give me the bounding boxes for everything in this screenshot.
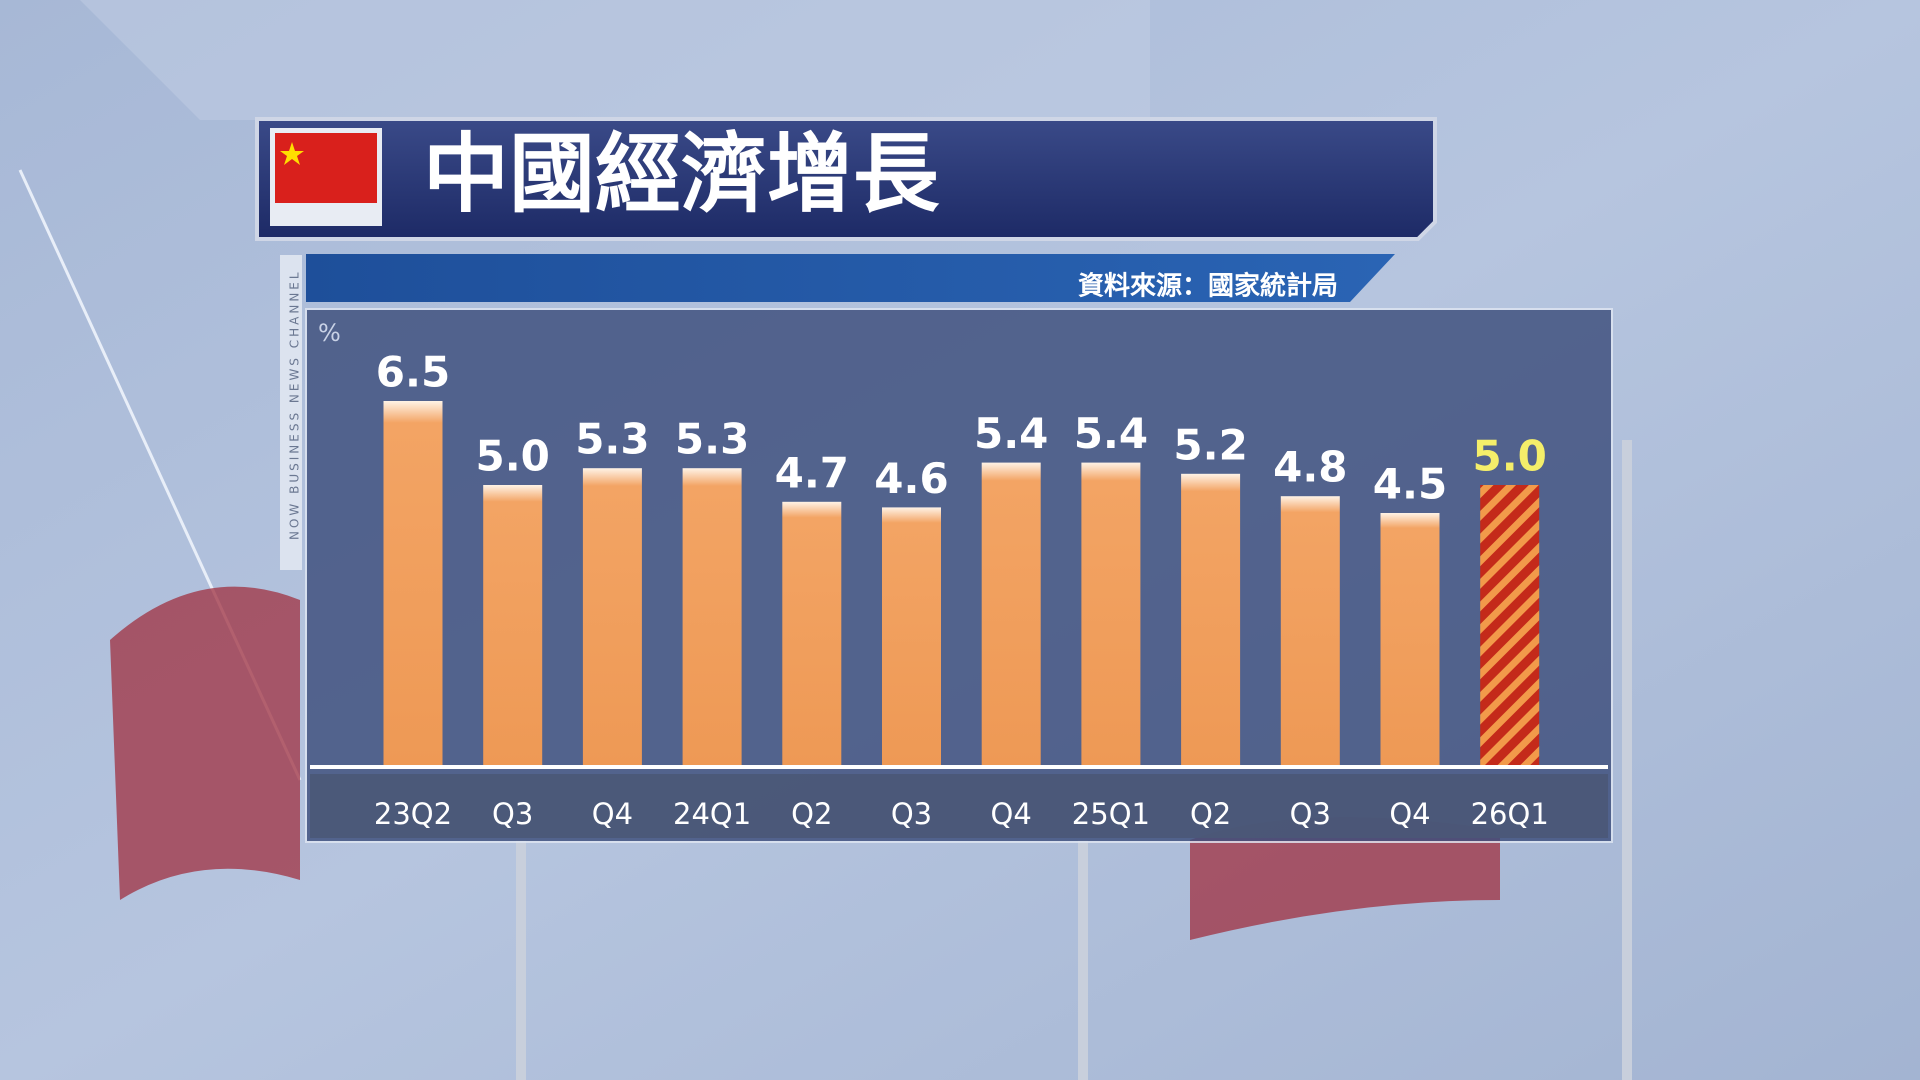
value-label: 5.0	[1472, 432, 1546, 481]
value-label: 4.6	[874, 454, 948, 503]
bar	[582, 468, 642, 765]
bar	[682, 468, 742, 765]
channel: NOW BUSINESS NEWS CHANNEL	[288, 269, 302, 540]
x-tick-label: Q4	[991, 797, 1032, 831]
x-tick-label: Q3	[1290, 797, 1331, 831]
bar	[1181, 473, 1241, 765]
value-label: 4.5	[1373, 460, 1447, 509]
chart-title: 中國經濟增長	[423, 124, 940, 224]
value-label: 4.7	[775, 448, 849, 497]
axis-band	[310, 774, 1608, 838]
x-tick-label: 25Q1	[1072, 797, 1150, 831]
value-label: 5.4	[1074, 409, 1148, 458]
bar	[1480, 485, 1540, 765]
value-label: 6.5	[376, 348, 450, 397]
flag-star	[280, 142, 304, 165]
x-tick-label: Q4	[592, 797, 633, 831]
value-label: 5.3	[575, 415, 649, 464]
bar	[882, 507, 941, 765]
x-tick-label: Q4	[1389, 797, 1430, 831]
pole	[1622, 440, 1632, 1080]
title-banner	[255, 117, 1437, 241]
x-tick-label: Q3	[492, 797, 533, 831]
x-tick-label: Q2	[1190, 797, 1231, 831]
x-tick-label: Q2	[791, 797, 832, 831]
pole	[1078, 840, 1088, 1080]
bar	[1081, 462, 1141, 765]
bar	[981, 462, 1041, 765]
x-tick-label: Q3	[891, 797, 932, 831]
value-label: 5.2	[1173, 420, 1247, 469]
x-tick-label: 24Q1	[673, 797, 751, 831]
x-tick-label: 26Q1	[1471, 797, 1549, 831]
unit: %	[318, 319, 341, 347]
source: 資料來源：國家統計局	[1078, 271, 1338, 302]
value-label: 4.8	[1273, 443, 1347, 492]
decor	[80, 0, 1150, 120]
value-label: 5.4	[974, 409, 1048, 458]
side-strip	[280, 255, 302, 570]
value-label: 5.0	[475, 432, 549, 481]
bar	[1380, 513, 1440, 765]
bar	[383, 401, 443, 765]
bar	[483, 485, 543, 765]
flag-decor	[1190, 817, 1500, 940]
value-label: 5.3	[675, 415, 749, 464]
bar	[782, 501, 842, 765]
flag	[275, 133, 377, 203]
source-strip	[306, 254, 1395, 302]
flag-decor	[110, 586, 300, 900]
x-tick-label: 23Q2	[374, 797, 452, 831]
pole	[516, 840, 526, 1080]
bar	[1280, 496, 1340, 765]
